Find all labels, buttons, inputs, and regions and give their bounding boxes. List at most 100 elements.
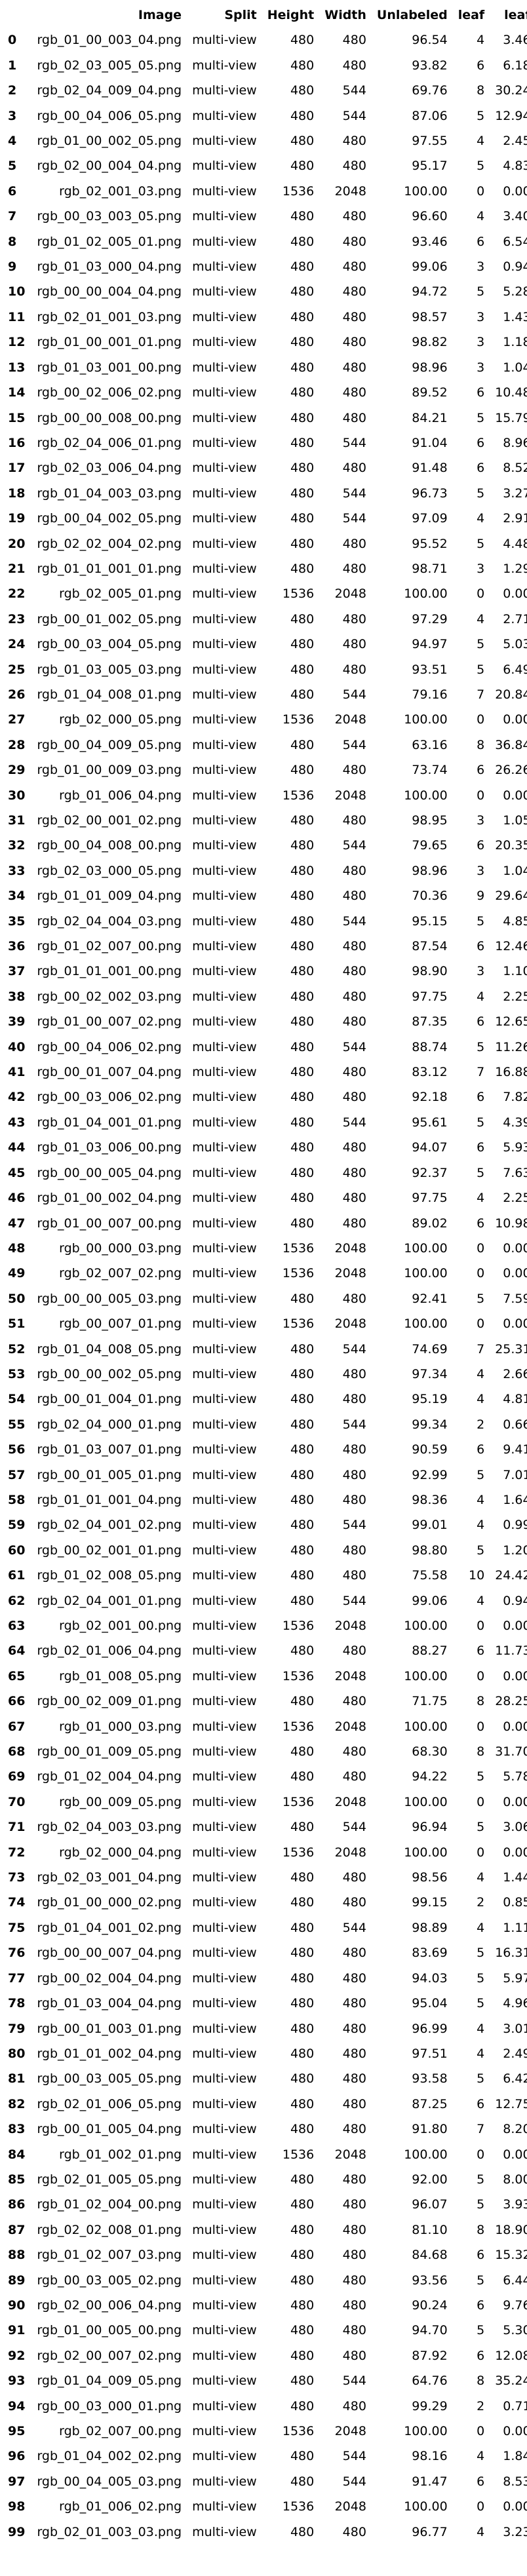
leaf-count-cell: 6 (477, 2474, 485, 2489)
height-cell: 480 (290, 410, 315, 425)
split-cell: multi-view (192, 2398, 257, 2413)
height-cell: 480 (290, 309, 315, 324)
split-cell: multi-view (192, 2348, 257, 2363)
width-cell: 544 (342, 2449, 366, 2464)
split-cell: multi-view (192, 1820, 257, 1835)
split-cell: multi-view (192, 1644, 257, 1659)
leaf-count-cell: 4 (477, 989, 485, 1004)
image-cell: rgb_00_00_007_04.png (37, 1946, 182, 1961)
split-cell: multi-view (192, 461, 257, 476)
width-cell: 480 (342, 309, 366, 324)
row-index: 24 (8, 637, 26, 652)
leaf-percent-cell: 0.00 (503, 1794, 527, 1809)
unlabeled-cell: 99.15 (412, 1895, 448, 1910)
leaf-percent-cell: 1.18 (503, 335, 527, 350)
height-cell: 480 (290, 1492, 315, 1507)
row-index: 98 (8, 2499, 26, 2514)
row-index: 91 (8, 2323, 26, 2338)
image-cell: rgb_02_04_003_03.png (37, 1820, 182, 1835)
unlabeled-cell: 70.36 (412, 889, 448, 904)
leaf-count-cell: 5 (477, 1769, 485, 1784)
leaf-count-cell: 6 (477, 435, 485, 450)
height-cell: 480 (290, 260, 315, 275)
leaf-percent-cell: 5.03 (503, 637, 527, 652)
leaf-percent-cell: 8.20 (503, 2122, 527, 2137)
leaf-percent-cell: 6.18 (503, 58, 527, 73)
unlabeled-cell: 84.68 (412, 2248, 448, 2263)
split-cell: multi-view (192, 2096, 257, 2111)
split-cell: multi-view (192, 1417, 257, 1432)
height-cell: 1536 (282, 1619, 315, 1633)
width-cell: 480 (342, 561, 366, 576)
width-cell: 480 (342, 536, 366, 551)
table-row: 10 rgb_00_00_004_04.png multi-view 480 480 94… (3, 279, 527, 304)
leaf-count-cell: 9 (477, 889, 485, 904)
leaf-percent-cell: 4.96 (503, 1996, 527, 2011)
leaf-count-cell: 0 (477, 2424, 485, 2438)
image-cell: rgb_00_02_001_01.png (37, 1543, 182, 1558)
row-index: 23 (8, 611, 26, 626)
leaf-percent-cell: 8.52 (503, 461, 527, 476)
width-cell: 480 (342, 1870, 366, 1885)
unlabeled-cell: 99.06 (412, 260, 448, 275)
leaf-percent-cell: 6.54 (503, 234, 527, 249)
split-cell: multi-view (192, 2071, 257, 2086)
image-cell: rgb_01_04_003_03.png (37, 486, 182, 501)
unlabeled-cell: 100.00 (404, 2424, 448, 2438)
row-index: 57 (8, 1467, 26, 1482)
row-index: 18 (8, 486, 26, 501)
row-index: 32 (8, 838, 26, 853)
leaf-count-cell: 6 (477, 2096, 485, 2111)
leaf-count-cell: 8 (477, 83, 485, 98)
row-index: 8 (8, 234, 17, 249)
split-cell: multi-view (192, 2122, 257, 2137)
width-cell: 480 (342, 2348, 366, 2363)
row-index: 41 (8, 1065, 26, 1080)
image-cell: rgb_01_02_007_00.png (37, 939, 182, 954)
width-cell: 480 (342, 863, 366, 878)
width-cell: 544 (342, 1115, 366, 1130)
leaf-count-cell: 5 (477, 2323, 485, 2338)
unlabeled-cell: 96.73 (412, 486, 448, 501)
width-cell: 480 (342, 2071, 366, 2086)
row-index: 35 (8, 913, 26, 929)
image-cell: rgb_02_000_04.png (59, 1845, 182, 1860)
image-cell: rgb_01_03_007_01.png (37, 1442, 182, 1457)
leaf-percent-cell: 29.64 (495, 889, 527, 904)
unlabeled-cell: 100.00 (404, 788, 448, 803)
leaf-count-cell: 3 (477, 335, 485, 350)
table-row: 81 rgb_00_03_005_05.png multi-view 480 480 93… (3, 2066, 527, 2091)
width-cell: 544 (342, 1593, 366, 1608)
leaf-percent-cell: 28.25 (495, 1694, 527, 1709)
leaf-percent-cell: 0.85 (503, 1895, 527, 1910)
image-cell: rgb_02_001_00.png (59, 1619, 182, 1633)
width-cell: 2048 (334, 2499, 366, 2514)
leaf-count-cell: 10 (469, 1568, 485, 1583)
height-cell: 480 (290, 461, 315, 476)
width-cell: 544 (342, 838, 366, 853)
leaf-count-cell: 6 (477, 1216, 485, 1231)
width-cell: 544 (342, 83, 366, 98)
table-row: 98 rgb_01_006_02.png multi-view 1536 2048 100… (3, 2494, 527, 2519)
height-cell: 1536 (282, 1317, 315, 1332)
row-index: 22 (8, 586, 26, 602)
table-row: 26 rgb_01_04_008_01.png multi-view 480 544 79… (3, 682, 527, 707)
image-cell: rgb_00_03_006_02.png (37, 1090, 182, 1105)
leaf-percent-cell: 2.91 (503, 511, 527, 526)
width-cell: 480 (342, 989, 366, 1004)
leaf-count-cell: 5 (477, 1970, 485, 1986)
leaf-count-cell: 5 (477, 108, 485, 123)
row-index: 72 (8, 1845, 26, 1860)
leaf-percent-cell: 10.48 (495, 385, 527, 400)
table-row: 24 rgb_00_03_004_05.png multi-view 480 480 94… (3, 632, 527, 657)
image-cell: rgb_00_00_004_04.png (37, 284, 182, 299)
split-cell: multi-view (192, 1039, 257, 1054)
width-cell: 544 (342, 1417, 366, 1432)
leaf-percent-cell: 1.43 (503, 309, 527, 324)
image-cell: rgb_02_01_005_05.png (37, 2172, 182, 2187)
leaf-count-cell: 4 (477, 1366, 485, 1381)
row-index: 28 (8, 737, 26, 752)
height-cell: 1536 (282, 1794, 315, 1809)
image-cell: rgb_00_04_006_05.png (37, 108, 182, 123)
leaf-count-cell: 2 (477, 2398, 485, 2413)
